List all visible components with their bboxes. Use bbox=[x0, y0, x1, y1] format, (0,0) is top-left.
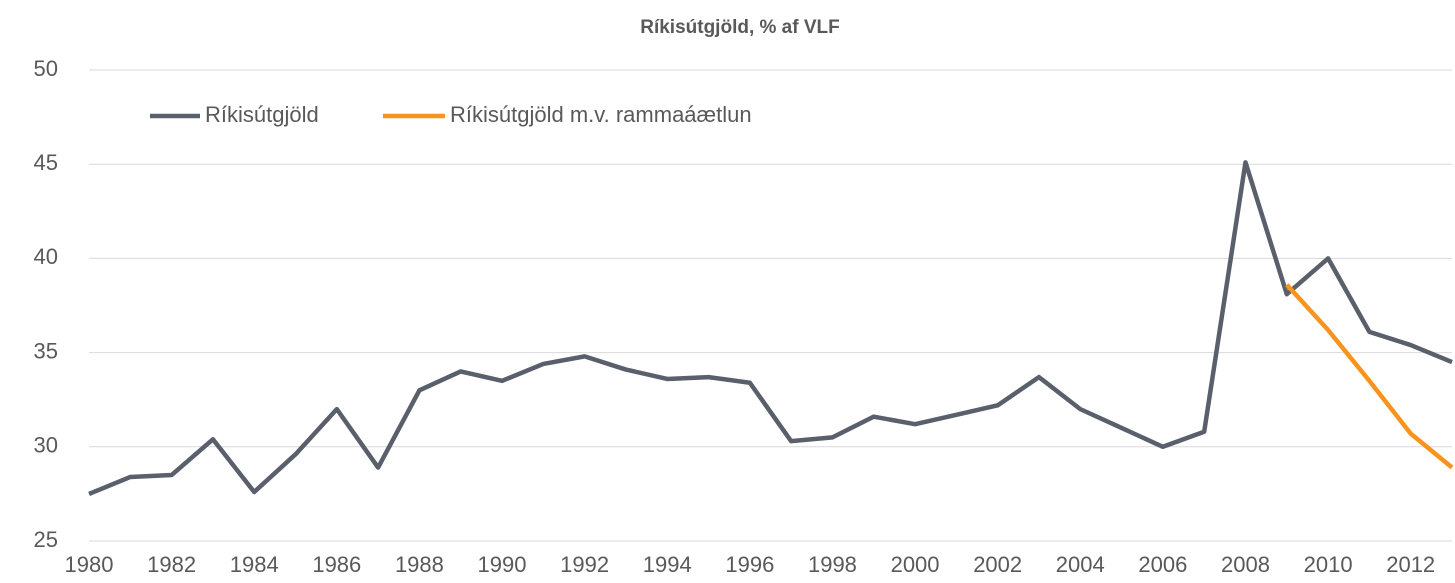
x-tick-label: 1986 bbox=[312, 552, 361, 577]
x-tick-label: 1980 bbox=[65, 552, 114, 577]
x-tick-label: 2012 bbox=[1386, 552, 1435, 577]
legend-label: Ríkisútgjöld m.v. rammaáætlun bbox=[450, 102, 752, 127]
x-tick-label: 1994 bbox=[643, 552, 692, 577]
y-tick-label: 25 bbox=[34, 527, 58, 552]
x-tick-label: 1988 bbox=[395, 552, 444, 577]
x-tick-label: 2002 bbox=[973, 552, 1022, 577]
x-tick-label: 1998 bbox=[808, 552, 857, 577]
y-tick-label: 45 bbox=[34, 150, 58, 175]
x-tick-label: 1992 bbox=[560, 552, 609, 577]
legend-label: Ríkisútgjöld bbox=[205, 102, 319, 127]
y-tick-label: 50 bbox=[34, 56, 58, 81]
x-tick-label: 1982 bbox=[147, 552, 196, 577]
y-tick-label: 30 bbox=[34, 433, 58, 458]
x-tick-label: 1984 bbox=[230, 552, 279, 577]
x-tick-label: 2004 bbox=[1056, 552, 1105, 577]
x-tick-label: 2000 bbox=[891, 552, 940, 577]
chart-title: Ríkisútgjöld, % af VLF bbox=[640, 17, 840, 38]
series-line bbox=[88, 160, 1453, 496]
series-line bbox=[1285, 283, 1454, 470]
x-tick-label: 1996 bbox=[725, 552, 774, 577]
y-tick-label: 35 bbox=[34, 338, 58, 363]
y-tick-label: 40 bbox=[34, 244, 58, 269]
x-tick-label: 2006 bbox=[1138, 552, 1187, 577]
x-tick-label: 2010 bbox=[1304, 552, 1353, 577]
x-tick-label: 1990 bbox=[478, 552, 527, 577]
x-tick-label: 2008 bbox=[1221, 552, 1270, 577]
